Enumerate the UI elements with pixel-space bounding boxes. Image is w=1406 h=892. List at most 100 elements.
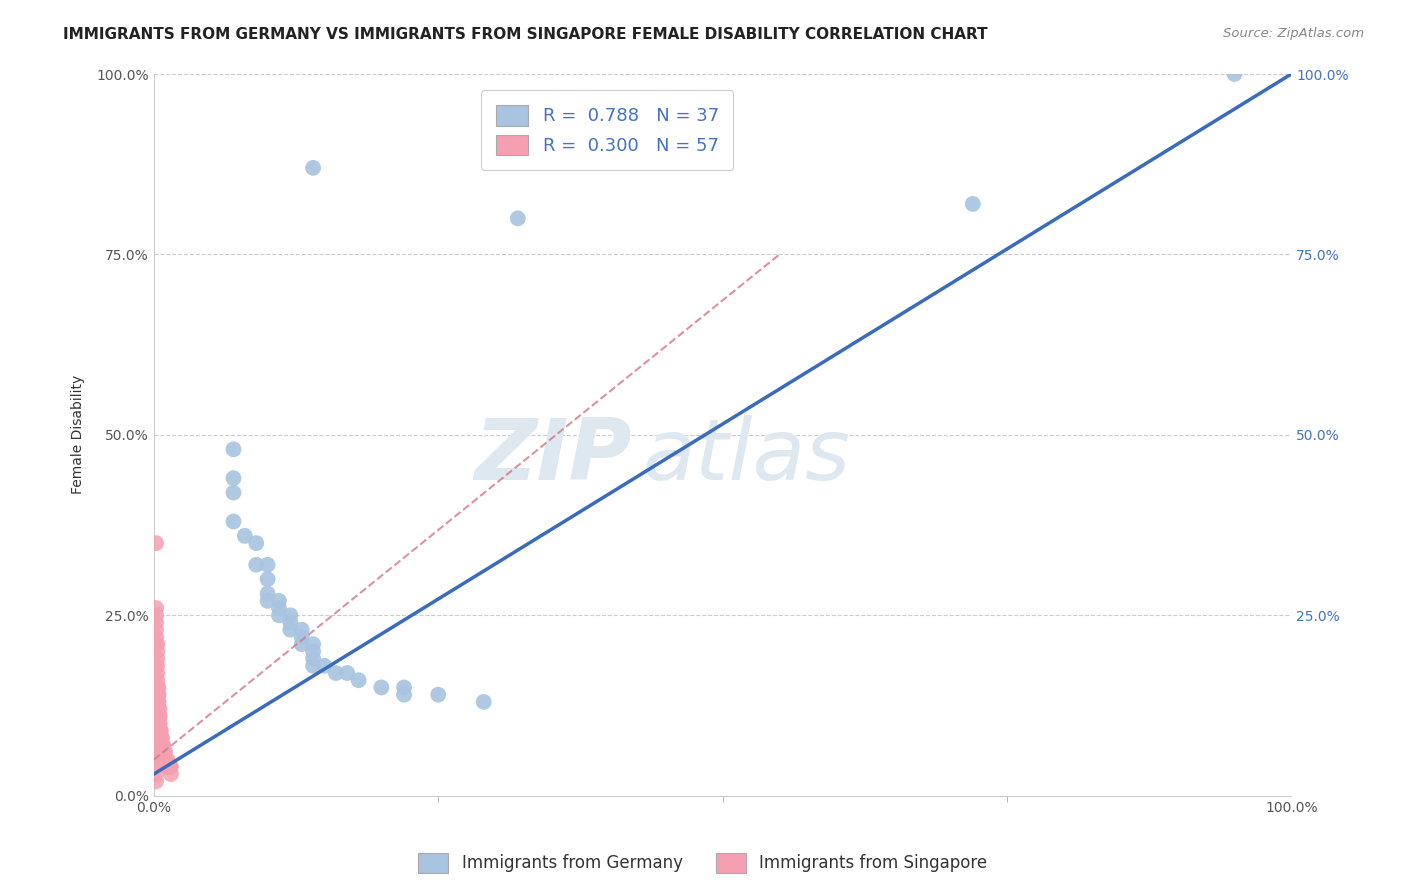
Point xyxy=(962,197,984,211)
Point xyxy=(146,644,169,658)
Point xyxy=(145,608,167,623)
Point xyxy=(145,601,167,615)
Point xyxy=(152,738,174,752)
Point xyxy=(370,681,392,695)
Point xyxy=(146,651,169,665)
Point xyxy=(302,637,325,651)
Point xyxy=(153,745,176,759)
Point xyxy=(148,681,170,695)
Point xyxy=(148,695,170,709)
Point xyxy=(156,753,179,767)
Point xyxy=(146,658,169,673)
Point xyxy=(159,760,181,774)
Point xyxy=(472,695,495,709)
Point xyxy=(150,731,173,745)
Point xyxy=(145,745,167,759)
Point xyxy=(155,745,177,759)
Point xyxy=(392,681,415,695)
Point xyxy=(427,688,450,702)
Point xyxy=(278,615,301,630)
Point xyxy=(160,767,183,781)
Point xyxy=(149,723,172,738)
Point xyxy=(256,594,278,608)
Point xyxy=(153,745,176,759)
Point xyxy=(155,753,177,767)
Point xyxy=(146,665,169,680)
Point xyxy=(148,716,170,731)
Point xyxy=(278,623,301,637)
Point xyxy=(145,767,167,781)
Point xyxy=(157,760,180,774)
Point xyxy=(302,658,325,673)
Point xyxy=(506,211,529,226)
Point xyxy=(145,637,167,651)
Point xyxy=(233,529,256,543)
Text: atlas: atlas xyxy=(643,415,851,498)
Legend: R =  0.788   N = 37, R =  0.300   N = 57: R = 0.788 N = 37, R = 0.300 N = 57 xyxy=(481,90,734,169)
Point xyxy=(245,558,267,572)
Point xyxy=(148,688,170,702)
Point xyxy=(145,731,167,745)
Point xyxy=(150,731,173,745)
Point xyxy=(152,738,174,752)
Text: Source: ZipAtlas.com: Source: ZipAtlas.com xyxy=(1223,27,1364,40)
Point xyxy=(148,695,170,709)
Legend: Immigrants from Germany, Immigrants from Singapore: Immigrants from Germany, Immigrants from… xyxy=(412,847,994,880)
Y-axis label: Female Disability: Female Disability xyxy=(72,376,86,494)
Point xyxy=(256,572,278,586)
Point xyxy=(145,753,167,767)
Point xyxy=(291,637,314,651)
Point xyxy=(222,515,245,529)
Point xyxy=(392,688,415,702)
Point xyxy=(157,760,180,774)
Point xyxy=(149,731,172,745)
Point xyxy=(148,709,170,723)
Point xyxy=(155,753,177,767)
Point xyxy=(148,688,170,702)
Point xyxy=(145,615,167,630)
Point xyxy=(336,665,359,680)
Point xyxy=(325,665,347,680)
Text: ZIP: ZIP xyxy=(474,415,631,498)
Point xyxy=(291,630,314,644)
Point xyxy=(152,745,174,759)
Point xyxy=(256,587,278,601)
Point xyxy=(155,753,177,767)
Point xyxy=(150,738,173,752)
Point xyxy=(155,753,177,767)
Point xyxy=(160,760,183,774)
Point xyxy=(222,442,245,457)
Point xyxy=(267,601,290,615)
Point xyxy=(314,658,336,673)
Point xyxy=(146,637,169,651)
Point xyxy=(148,716,170,731)
Point xyxy=(302,651,325,665)
Point xyxy=(245,536,267,550)
Point xyxy=(145,536,167,550)
Point xyxy=(302,644,325,658)
Point xyxy=(145,760,167,774)
Point xyxy=(291,623,314,637)
Point xyxy=(256,558,278,572)
Point xyxy=(156,760,179,774)
Point xyxy=(145,630,167,644)
Point xyxy=(347,673,370,688)
Point xyxy=(302,161,325,175)
Text: IMMIGRANTS FROM GERMANY VS IMMIGRANTS FROM SINGAPORE FEMALE DISABILITY CORRELATI: IMMIGRANTS FROM GERMANY VS IMMIGRANTS FR… xyxy=(63,27,988,42)
Point xyxy=(159,760,181,774)
Point xyxy=(146,681,169,695)
Point xyxy=(267,594,290,608)
Point xyxy=(222,485,245,500)
Point xyxy=(148,702,170,716)
Point xyxy=(278,608,301,623)
Point xyxy=(145,623,167,637)
Point xyxy=(148,723,170,738)
Point xyxy=(267,608,290,623)
Point xyxy=(146,673,169,688)
Point xyxy=(145,738,167,752)
Point xyxy=(145,774,167,789)
Point xyxy=(148,709,170,723)
Point xyxy=(148,702,170,716)
Point xyxy=(149,723,172,738)
Point xyxy=(222,471,245,485)
